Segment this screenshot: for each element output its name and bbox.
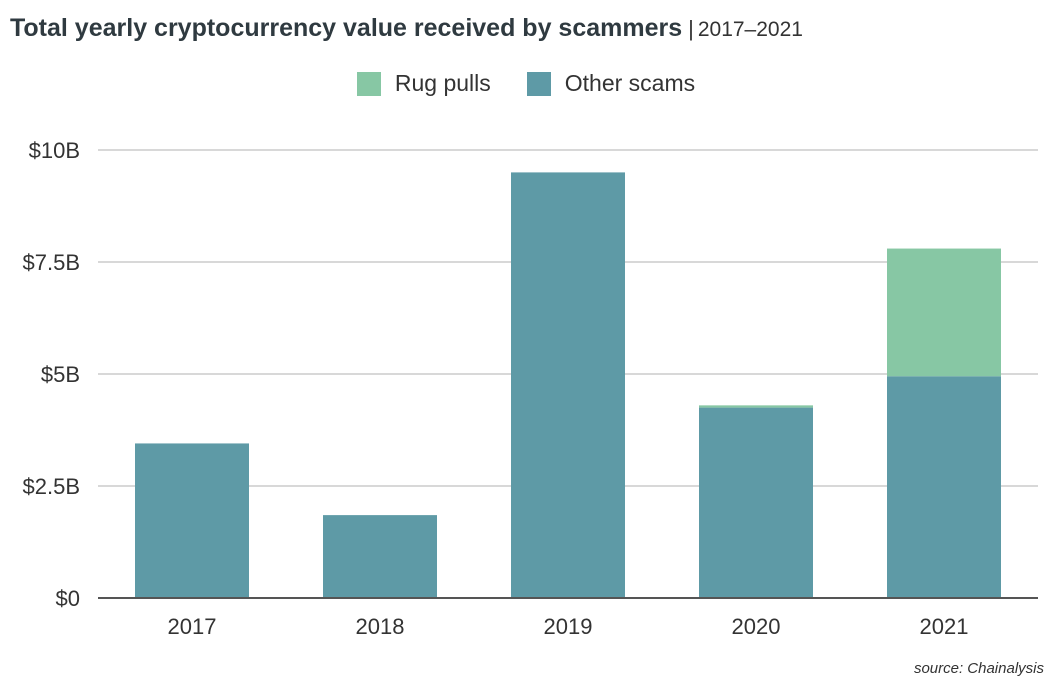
x-tick-label: 2020 (732, 614, 781, 639)
legend-item-other-scams: Other scams (526, 70, 696, 97)
bar-other-scams-2020 (699, 407, 813, 598)
y-tick-label: $2.5B (23, 474, 81, 499)
bar-other-scams-2017 (135, 443, 249, 598)
bar-rug-pulls-2020 (699, 405, 813, 408)
bar-rug-pulls-2021 (887, 248, 1001, 377)
bar-other-scams-2019 (511, 172, 625, 598)
chart-subtitle: 2017–2021 (697, 18, 803, 41)
chart-title: Total yearly cryptocurrency value receiv… (10, 14, 683, 42)
legend-label-rug-pulls: Rug pulls (394, 70, 491, 96)
x-tick-label: 2021 (920, 614, 969, 639)
bar-other-scams-2021 (887, 376, 1001, 598)
legend-swatch-other-scams (526, 71, 551, 96)
legend-label-other-scams: Other scams (564, 70, 696, 96)
x-tick-label: 2017 (168, 614, 217, 639)
x-tick-label: 2019 (544, 614, 593, 639)
y-tick-label: $5B (41, 362, 80, 387)
title-separator: | (688, 16, 694, 41)
y-tick-label: $10B (29, 138, 80, 163)
y-tick-label: $7.5B (23, 250, 81, 275)
legend: Rug pulls Other scams (0, 70, 1052, 97)
y-tick-label: $0 (56, 586, 80, 611)
chart-title-row: Total yearly cryptocurrency value receiv… (10, 14, 803, 43)
legend-swatch-rug-pulls (356, 71, 381, 96)
source-note: source: Chainalysis (913, 660, 1044, 677)
bar-other-scams-2018 (323, 515, 437, 598)
legend-item-rug-pulls: Rug pulls (356, 70, 491, 97)
x-tick-label: 2018 (356, 614, 405, 639)
